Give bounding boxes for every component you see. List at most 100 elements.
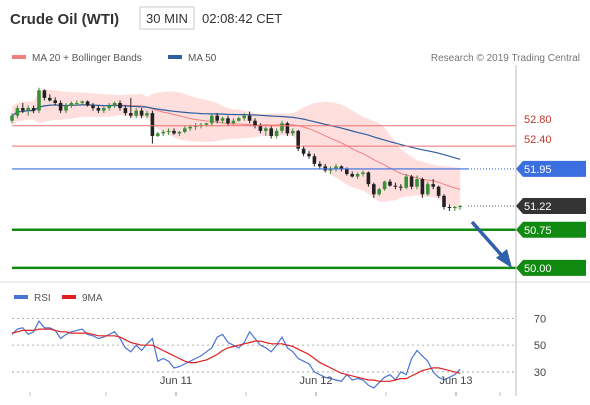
level-label: 50.75 <box>524 225 552 237</box>
candle <box>129 97 133 119</box>
candle <box>269 125 273 139</box>
candle <box>15 105 20 119</box>
level-resistance: 52.80 <box>12 114 552 127</box>
x-tick-label: Jun 13 <box>439 375 472 387</box>
candle <box>42 89 47 101</box>
level-resistance: 52.40 <box>12 134 552 147</box>
level-last: 51.22 <box>468 197 586 214</box>
candle <box>382 180 387 191</box>
candle <box>366 171 371 187</box>
candle <box>415 175 419 190</box>
level-support: 50.00 <box>12 259 586 276</box>
candle <box>436 185 441 198</box>
candle <box>210 113 214 126</box>
candle <box>172 128 176 135</box>
level-label: 52.80 <box>524 114 552 126</box>
candle <box>264 126 268 136</box>
candle <box>10 113 14 124</box>
x-tick-label: Jun 12 <box>299 375 332 387</box>
candle <box>458 204 462 210</box>
candle <box>31 105 36 114</box>
instrument-title: Crude Oil (WTI) <box>10 11 119 28</box>
candle <box>426 181 430 196</box>
candle <box>361 170 365 177</box>
candle <box>91 102 95 111</box>
candle <box>161 129 165 136</box>
ma20-legend-label: MA 20 + Bollinger Bands <box>32 53 142 64</box>
candle <box>53 97 57 106</box>
candle <box>280 120 284 134</box>
candle <box>231 118 236 125</box>
rsi-tick-label: 50 <box>534 340 546 352</box>
candle <box>21 102 25 114</box>
candle <box>220 116 225 124</box>
candle <box>296 129 300 152</box>
candle <box>183 125 187 134</box>
candle <box>75 100 79 106</box>
candle <box>372 182 376 198</box>
level-tag <box>516 197 586 214</box>
candles <box>10 87 462 212</box>
candle <box>447 204 452 212</box>
candle <box>247 111 252 124</box>
timeframe-box[interactable] <box>139 6 195 30</box>
candle <box>355 172 360 180</box>
candle <box>156 131 160 137</box>
time-label: 02:08:42 CET <box>202 11 282 26</box>
rsi-ma9-line <box>11 328 461 382</box>
candle <box>48 94 52 102</box>
candle <box>258 123 263 134</box>
candle <box>134 108 138 119</box>
candle <box>64 102 68 114</box>
candle <box>80 100 84 105</box>
candle <box>453 205 457 212</box>
candle <box>85 100 90 107</box>
candle <box>377 187 381 196</box>
candle <box>215 113 219 124</box>
candle <box>318 161 322 169</box>
x-axis: Jun 11 Jun 12 Jun 13 <box>29 65 517 396</box>
candle <box>328 166 333 174</box>
candle <box>193 123 198 130</box>
candle <box>285 121 290 136</box>
candle <box>145 110 149 119</box>
rsi-panel: 70 50 30 <box>11 313 546 389</box>
level-label: 51.95 <box>524 164 552 176</box>
candle <box>166 128 171 135</box>
candle <box>393 182 398 190</box>
level-label: 50.00 <box>524 263 552 275</box>
candle <box>442 194 446 210</box>
ma50-legend-label: MA 50 <box>188 53 217 64</box>
level-tag <box>516 259 586 276</box>
candle <box>118 100 122 111</box>
candle <box>301 146 306 157</box>
candle <box>350 171 354 178</box>
candle <box>37 87 41 114</box>
research-credit: Research © 2019 Trading Central <box>431 53 580 64</box>
timeframe-label: 30 MIN <box>146 11 188 26</box>
level-pivot: 51.95 <box>12 160 586 177</box>
candle <box>237 116 241 122</box>
candle <box>291 128 295 136</box>
candle <box>307 151 311 159</box>
candle <box>399 184 403 191</box>
candle <box>226 115 230 126</box>
candle <box>112 101 117 109</box>
level-support: 50.75 <box>12 221 586 238</box>
rsi-line <box>11 319 461 389</box>
candle <box>274 128 279 139</box>
candle <box>139 108 144 119</box>
x-tick-label: Jun 11 <box>160 375 192 387</box>
price-levels: 52.80 52.40 51.95 51.22 50.75 50.00 <box>12 114 586 276</box>
level-label: 52.40 <box>524 134 552 146</box>
level-tag <box>516 160 586 177</box>
level-tag <box>516 221 586 238</box>
rsi-tick-label: 70 <box>534 313 546 325</box>
candle <box>420 177 425 198</box>
candle <box>26 105 30 116</box>
candle <box>409 175 414 190</box>
candle <box>242 113 246 121</box>
candle <box>431 179 435 190</box>
level-label: 51.22 <box>524 201 552 213</box>
